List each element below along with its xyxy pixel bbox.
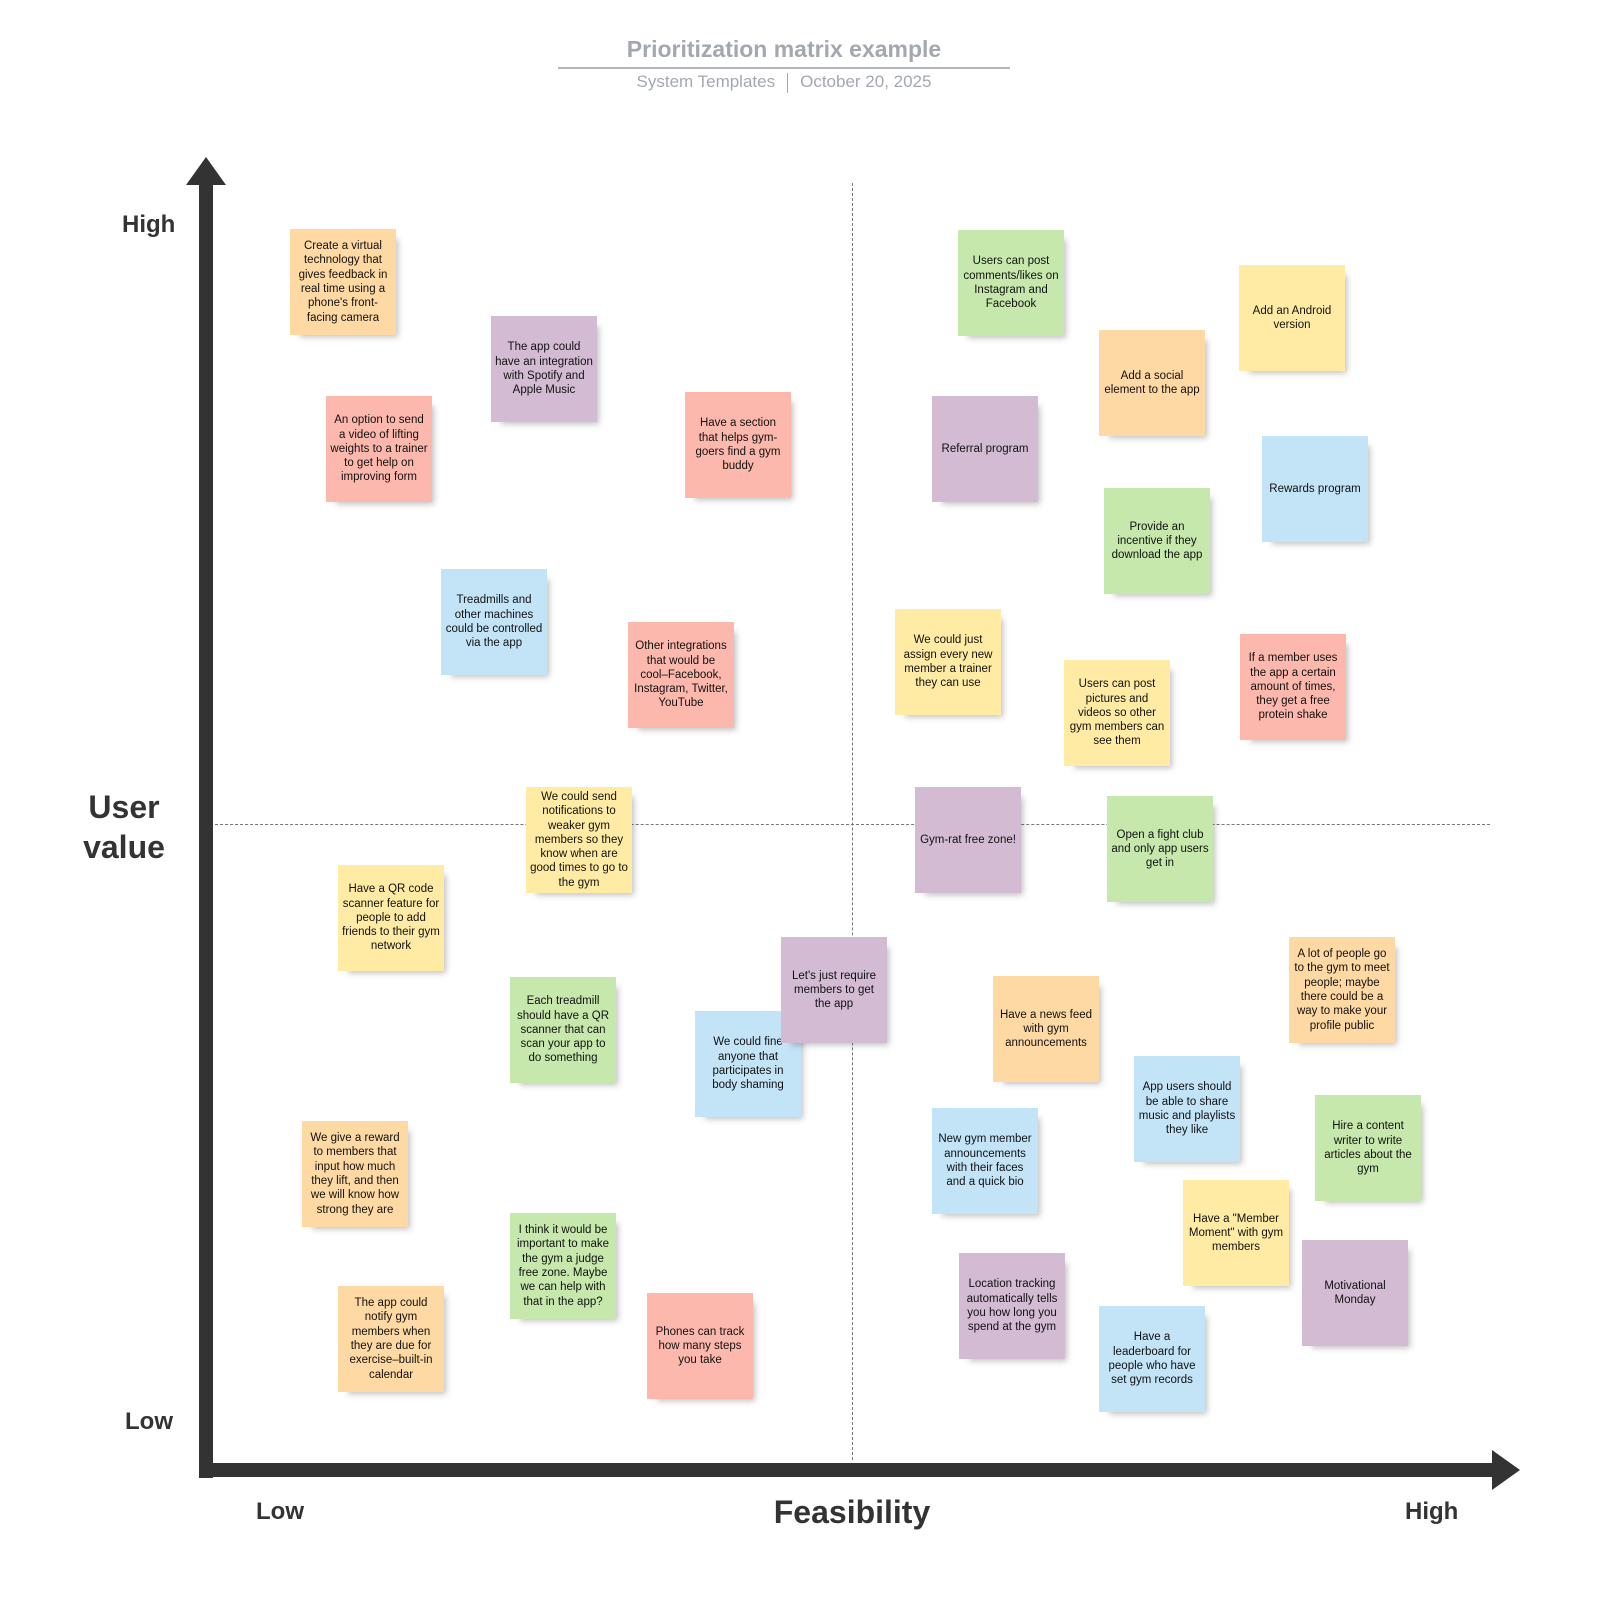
sticky-note[interactable]: Motivational Monday — [1302, 1240, 1408, 1346]
sticky-note[interactable]: We could just assign every new member a … — [895, 609, 1001, 715]
separator — [787, 72, 789, 93]
sticky-note[interactable]: Rewards program — [1262, 436, 1368, 542]
sticky-note[interactable]: Have a QR code scanner feature for peopl… — [338, 865, 444, 971]
sticky-note[interactable]: Referral program — [932, 396, 1038, 502]
date-label: October 20, 2025 — [800, 72, 932, 91]
sticky-note[interactable]: App users should be able to share music … — [1134, 1056, 1240, 1162]
y-axis-title-line2: value — [83, 829, 165, 865]
vertical-quadrant-divider — [852, 183, 853, 1460]
x-axis-low-label: Low — [256, 1498, 304, 1525]
source-label: System Templates — [636, 72, 776, 91]
sticky-note[interactable]: Have a leaderboard for people who have s… — [1099, 1306, 1205, 1412]
sticky-note[interactable]: Open a fight club and only app users get… — [1107, 796, 1213, 902]
sticky-note[interactable]: We could send notifications to weaker gy… — [526, 787, 632, 893]
sticky-note[interactable]: Add an Android version — [1239, 265, 1345, 371]
x-axis-title: Feasibility — [773, 1494, 931, 1530]
sticky-note[interactable]: Each treadmill should have a QR scanner … — [510, 977, 616, 1083]
sticky-note[interactable]: New gym member announcements with their … — [932, 1108, 1038, 1214]
title-divider — [558, 67, 1010, 69]
x-axis-high-label: High — [1405, 1498, 1459, 1525]
y-axis-title: User value — [64, 787, 184, 867]
sticky-note[interactable]: Treadmills and other machines could be c… — [441, 569, 547, 675]
sticky-note[interactable]: Have a section that helps gym-goers find… — [685, 392, 791, 498]
sticky-note[interactable]: A lot of people go to the gym to meet pe… — [1289, 937, 1395, 1043]
sticky-note[interactable]: Users can post comments/likes on Instagr… — [958, 230, 1064, 336]
sticky-note[interactable]: Let's just require members to get the ap… — [781, 937, 887, 1043]
sticky-note[interactable]: Gym-rat free zone! — [915, 787, 1021, 893]
sticky-note[interactable]: Other integrations that would be cool–Fa… — [628, 622, 734, 728]
x-axis-arrow-icon — [1492, 1450, 1520, 1490]
sticky-note[interactable]: The app could have an integration with S… — [491, 316, 597, 422]
sticky-note[interactable]: We give a reward to members that input h… — [302, 1121, 408, 1227]
sticky-note[interactable]: Create a virtual technology that gives f… — [290, 229, 396, 335]
subtitle: System Templates October 20, 2025 — [558, 72, 1010, 93]
sticky-note[interactable]: Location tracking automatically tells yo… — [959, 1253, 1065, 1359]
sticky-note[interactable]: Have a news feed with gym announcements — [993, 976, 1099, 1082]
horizontal-quadrant-divider — [215, 824, 1490, 825]
sticky-note[interactable]: Hire a content writer to write articles … — [1315, 1095, 1421, 1201]
y-axis-arrow-icon — [186, 157, 226, 185]
x-axis — [199, 1463, 1499, 1477]
page-title: Prioritization matrix example — [626, 36, 942, 62]
sticky-note[interactable]: If a member uses the app a certain amoun… — [1240, 634, 1346, 740]
y-axis-low-label: Low — [125, 1408, 173, 1435]
sticky-note[interactable]: Users can post pictures and videos so ot… — [1064, 660, 1170, 766]
sticky-note[interactable]: The app could notify gym members when th… — [338, 1286, 444, 1392]
sticky-note[interactable]: I think it would be important to make th… — [510, 1213, 616, 1319]
sticky-note[interactable]: Have a "Member Moment" with gym members — [1183, 1180, 1289, 1286]
sticky-note[interactable]: Provide an incentive if they download th… — [1104, 488, 1210, 594]
sticky-note[interactable]: An option to send a video of lifting wei… — [326, 396, 432, 502]
sticky-note[interactable]: Add a social element to the app — [1099, 330, 1205, 436]
sticky-note[interactable]: Phones can track how many steps you take — [647, 1293, 753, 1399]
y-axis — [199, 180, 213, 1478]
y-axis-high-label: High — [122, 211, 176, 238]
y-axis-title-line1: User — [88, 789, 160, 825]
